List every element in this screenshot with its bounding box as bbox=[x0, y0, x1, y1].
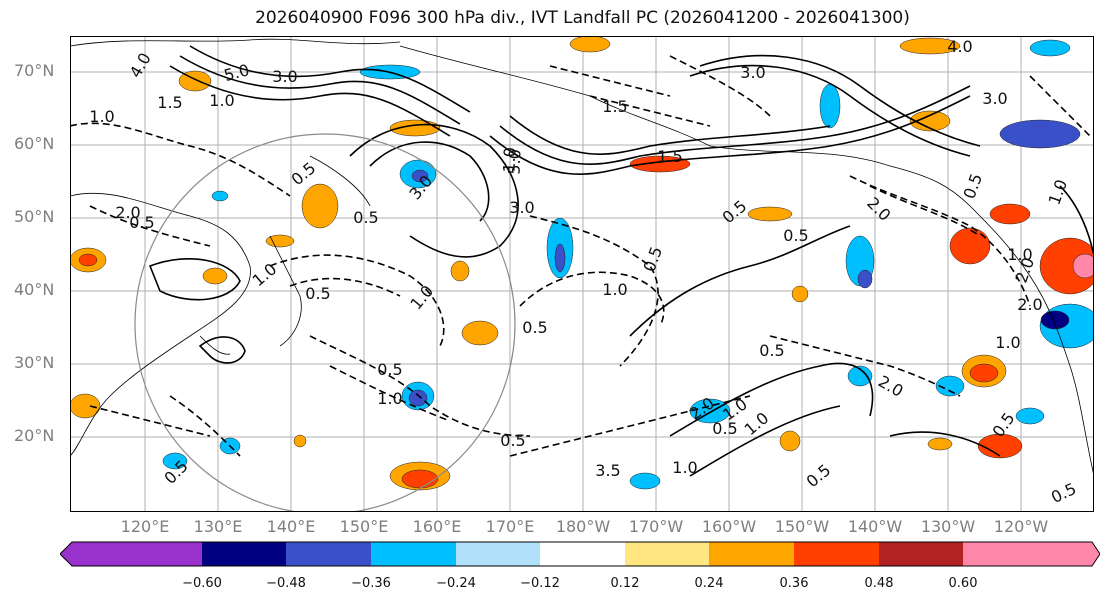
colorbar-cell bbox=[286, 542, 371, 566]
lat-label-20n: 20°N bbox=[14, 426, 55, 445]
lon-label-160e: 160°E bbox=[412, 517, 462, 536]
contour-label: 1.0 bbox=[89, 107, 114, 126]
colorbar-cell bbox=[963, 542, 1100, 566]
contour-label: 0.5 bbox=[500, 431, 525, 450]
map-title: 2026040900 F096 300 hPa div., IVT Landfa… bbox=[255, 8, 910, 28]
colorbar-tick: 0.36 bbox=[779, 576, 809, 591]
contour-label: 1.0 bbox=[672, 458, 697, 477]
map-frame bbox=[70, 36, 1094, 512]
contour-label: 1.5 bbox=[657, 147, 682, 166]
contour-label: 1.0 bbox=[209, 91, 234, 110]
contour-label: 0.5 bbox=[522, 318, 547, 337]
colorbar-tick: 0.60 bbox=[948, 576, 978, 591]
contour-label: 1.5 bbox=[602, 97, 627, 116]
colorbar-tick: −0.48 bbox=[266, 576, 306, 591]
graticule bbox=[70, 36, 1094, 512]
contour-label: 1.0 bbox=[1007, 245, 1032, 264]
convergence-contours bbox=[70, 55, 1091, 457]
contour-label: 3.0 bbox=[740, 63, 765, 82]
colorbar-cell bbox=[60, 542, 202, 566]
contour-label: 1.0 bbox=[500, 147, 520, 173]
reference-circle bbox=[134, 133, 516, 512]
lon-label-160w: 160°W bbox=[701, 517, 757, 536]
contour-label: 1.0 bbox=[602, 280, 627, 299]
lat-label-40n: 40°N bbox=[14, 280, 55, 299]
lon-label-140w: 140°W bbox=[847, 517, 903, 536]
colorbar bbox=[60, 541, 1100, 567]
contour-label: 0.5 bbox=[759, 341, 784, 360]
contour-label: 0.5 bbox=[305, 284, 330, 303]
contour-label: 4.0 bbox=[947, 37, 972, 56]
contour-label: 0.5 bbox=[377, 360, 402, 379]
lat-label-50n: 50°N bbox=[14, 207, 55, 226]
map-canvas: 4.0 5.0 3.0 1.5 1.0 1.0 0.5 2.0 0.5 0.5 … bbox=[70, 36, 1094, 512]
pc-shading bbox=[70, 36, 1094, 491]
contour-label: 3.0 bbox=[272, 67, 297, 86]
colorbar-tick: 0.24 bbox=[694, 576, 724, 591]
contour-label: 5.0 bbox=[505, 149, 525, 175]
contour-label: 0.5 bbox=[712, 419, 737, 438]
lat-label-30n: 30°N bbox=[14, 353, 55, 372]
contour-label: 1.0 bbox=[377, 389, 402, 408]
colorbar-cell bbox=[709, 542, 794, 566]
lon-label-150e: 150°E bbox=[339, 517, 389, 536]
lat-label-60n: 60°N bbox=[14, 134, 55, 153]
lon-label-180w: 180°W bbox=[555, 517, 611, 536]
contour-label: 3.0 bbox=[509, 198, 534, 217]
colorbar-tick: −0.60 bbox=[182, 576, 222, 591]
lat-label-70n: 70°N bbox=[14, 61, 55, 80]
contour-label: 2.0 bbox=[115, 203, 140, 222]
colorbar-tick: 0.48 bbox=[864, 576, 894, 591]
lon-label-120w: 120°W bbox=[993, 517, 1049, 536]
colorbar-cell bbox=[202, 542, 286, 566]
contour-label: 3.0 bbox=[982, 89, 1007, 108]
contour-label: 1.5 bbox=[157, 93, 182, 112]
contour-label: 0.5 bbox=[129, 213, 154, 232]
divergence-contours bbox=[148, 45, 1094, 477]
contour-label: 0.5 bbox=[353, 208, 378, 227]
colorbar-cell bbox=[625, 542, 709, 566]
colorbar-tick: 0.12 bbox=[610, 576, 640, 591]
contour-label: 2.0 bbox=[1017, 295, 1042, 314]
lon-label-130w: 130°W bbox=[920, 517, 976, 536]
lon-label-170e: 170°E bbox=[485, 517, 535, 536]
lon-label-120e: 120°E bbox=[120, 517, 170, 536]
colorbar-cell bbox=[371, 542, 456, 566]
colorbar-cell bbox=[879, 542, 963, 566]
lon-label-150w: 150°W bbox=[774, 517, 830, 536]
lon-label-130e: 130°E bbox=[193, 517, 243, 536]
contour-label: 3.5 bbox=[595, 461, 620, 480]
colorbar-tick: −0.12 bbox=[520, 576, 560, 591]
colorbar-cell bbox=[540, 542, 625, 566]
colorbar-cell bbox=[456, 542, 540, 566]
colorbar-cell bbox=[794, 542, 879, 566]
contour-label: 0.5 bbox=[783, 226, 808, 245]
colorbar-tick: −0.36 bbox=[351, 576, 391, 591]
lon-label-170w: 170°W bbox=[628, 517, 684, 536]
lon-label-140e: 140°E bbox=[266, 517, 316, 536]
contour-label: 1.0 bbox=[995, 333, 1020, 352]
coastlines bbox=[70, 38, 1094, 477]
colorbar-tick: −0.24 bbox=[436, 576, 476, 591]
